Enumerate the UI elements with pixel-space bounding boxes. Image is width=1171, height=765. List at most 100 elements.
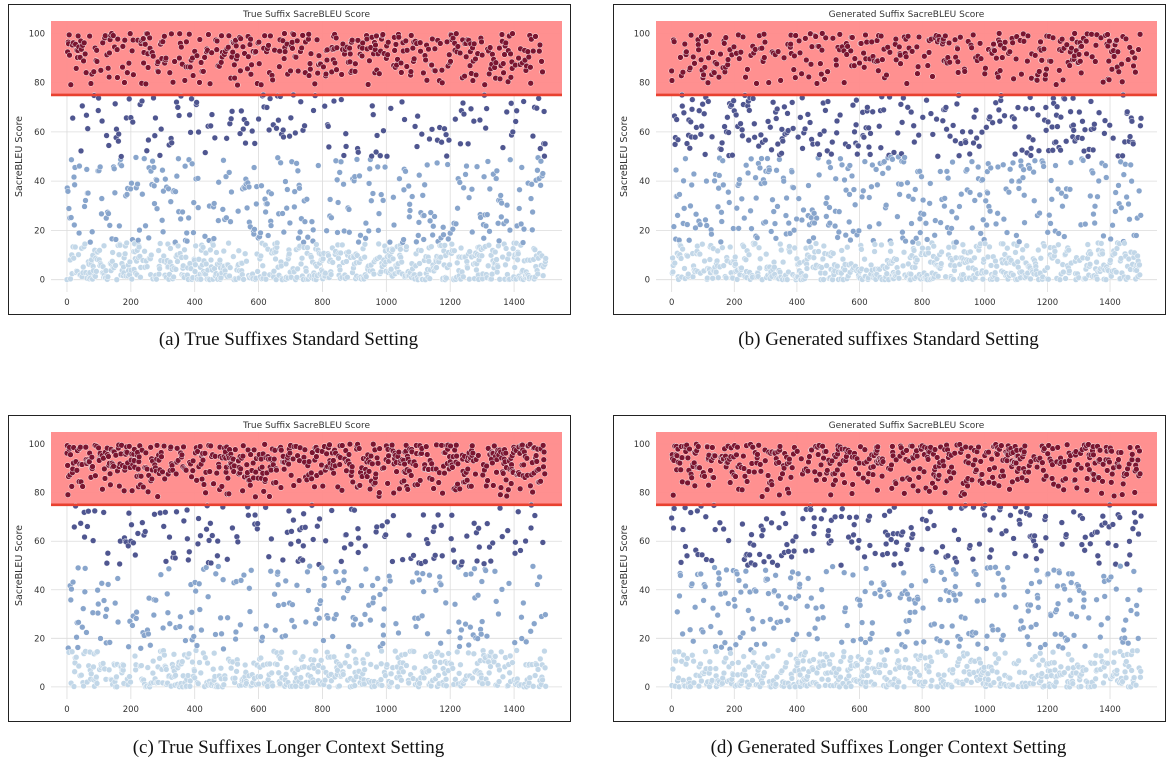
data-point [461,73,468,80]
data-point [879,170,886,177]
data-point [374,575,381,582]
data-point [384,51,391,58]
data-point [708,557,715,564]
data-point [1132,69,1139,76]
data-point [774,203,781,210]
data-point [898,119,906,126]
data-point [66,52,73,59]
data-point [426,135,433,143]
data-point [468,186,476,193]
data-point [1031,197,1038,204]
data-point [1013,232,1020,239]
x-tick-label: 1400 [503,298,525,308]
data-point [430,485,437,492]
data-point [720,262,727,269]
data-point [929,73,936,80]
data-point [537,182,544,189]
data-point [252,625,260,633]
data-point [375,240,382,248]
data-point [166,620,173,627]
data-point [439,490,446,497]
data-point [308,469,315,477]
data-point [993,263,1000,270]
data-point [499,533,506,540]
data-point [76,162,83,170]
data-point [226,169,233,176]
data-point [704,275,711,282]
data-point [68,648,76,655]
data-point [281,30,288,37]
data-point [841,176,848,184]
data-point [1029,136,1037,143]
data-point [539,170,546,177]
data-point [925,49,933,56]
data-point [269,76,276,84]
data-point [799,145,806,152]
data-point [848,172,856,180]
data-point [351,682,358,689]
data-point [1090,210,1097,218]
data-point [375,210,383,217]
data-point [780,178,787,185]
data-point [812,33,819,40]
data-point [821,270,829,277]
data-point [395,34,402,41]
data-point [151,132,158,139]
data-point [909,48,916,55]
data-point [680,109,687,116]
data-point [851,128,858,135]
data-point [843,51,850,58]
data-point [301,122,308,129]
data-point [307,66,314,73]
data-point [717,238,724,246]
data-point [724,61,731,68]
data-point [708,133,716,140]
data-point [725,600,732,607]
data-point [687,118,694,125]
data-point [125,510,133,517]
data-point [449,226,456,233]
data-point [286,219,294,227]
data-point [731,596,738,603]
data-point [323,450,330,457]
data-point [883,71,890,79]
x-tick-label: 400 [187,298,203,308]
data-point [706,658,713,665]
data-point [1040,45,1048,53]
data-point [994,163,1002,171]
data-point [1026,165,1033,172]
data-point [1046,212,1053,219]
data-point [95,444,102,452]
data-point [158,126,165,133]
data-point [833,129,840,136]
data-point [1051,248,1059,255]
data-point [207,122,214,130]
data-point [710,474,717,481]
data-point [1024,32,1032,40]
data-point [144,263,151,270]
data-point [698,33,705,40]
data-point [972,106,980,114]
data-point [125,643,132,650]
data-point [756,164,764,172]
data-point [334,199,342,206]
data-point [270,268,278,275]
data-point [845,143,852,150]
data-point [1033,77,1041,84]
data-point [173,99,180,106]
data-point [398,69,405,76]
data-point [372,148,380,156]
data-point [183,238,191,245]
data-point [199,457,207,464]
data-point [513,107,520,114]
data-point [193,99,200,106]
data-point [177,215,184,223]
data-point [295,67,302,75]
data-point [301,663,308,670]
data-point [905,193,912,200]
data-point [471,40,478,47]
data-point [508,480,515,487]
data-point [191,667,198,674]
data-point [748,531,755,538]
data-point [1126,216,1133,223]
